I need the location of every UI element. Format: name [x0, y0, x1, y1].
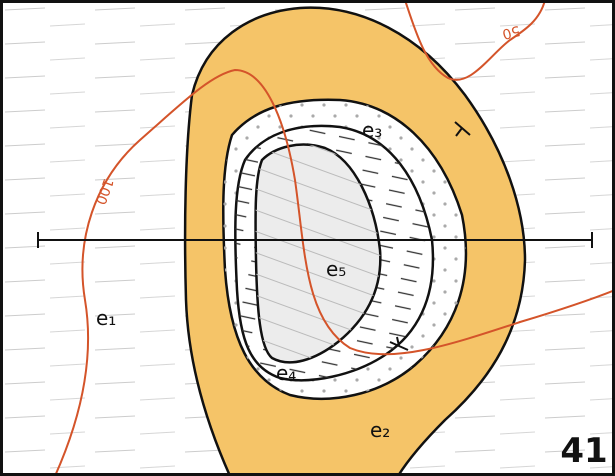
unit-e5-hatch [255, 144, 381, 363]
unit-label: e₁ [96, 306, 116, 330]
unit-label: e₂ [370, 418, 390, 442]
unit-label: e₃ [362, 118, 382, 142]
contour-label: 50 [500, 22, 521, 42]
unit-label: e₅ [326, 257, 346, 281]
contour-50 [404, 0, 546, 81]
contour-100 [54, 68, 615, 476]
dip-symbol [389, 336, 409, 351]
unit-label: e₄ [276, 361, 296, 385]
page-number: 41 [560, 431, 607, 471]
dip-symbol [454, 121, 471, 137]
